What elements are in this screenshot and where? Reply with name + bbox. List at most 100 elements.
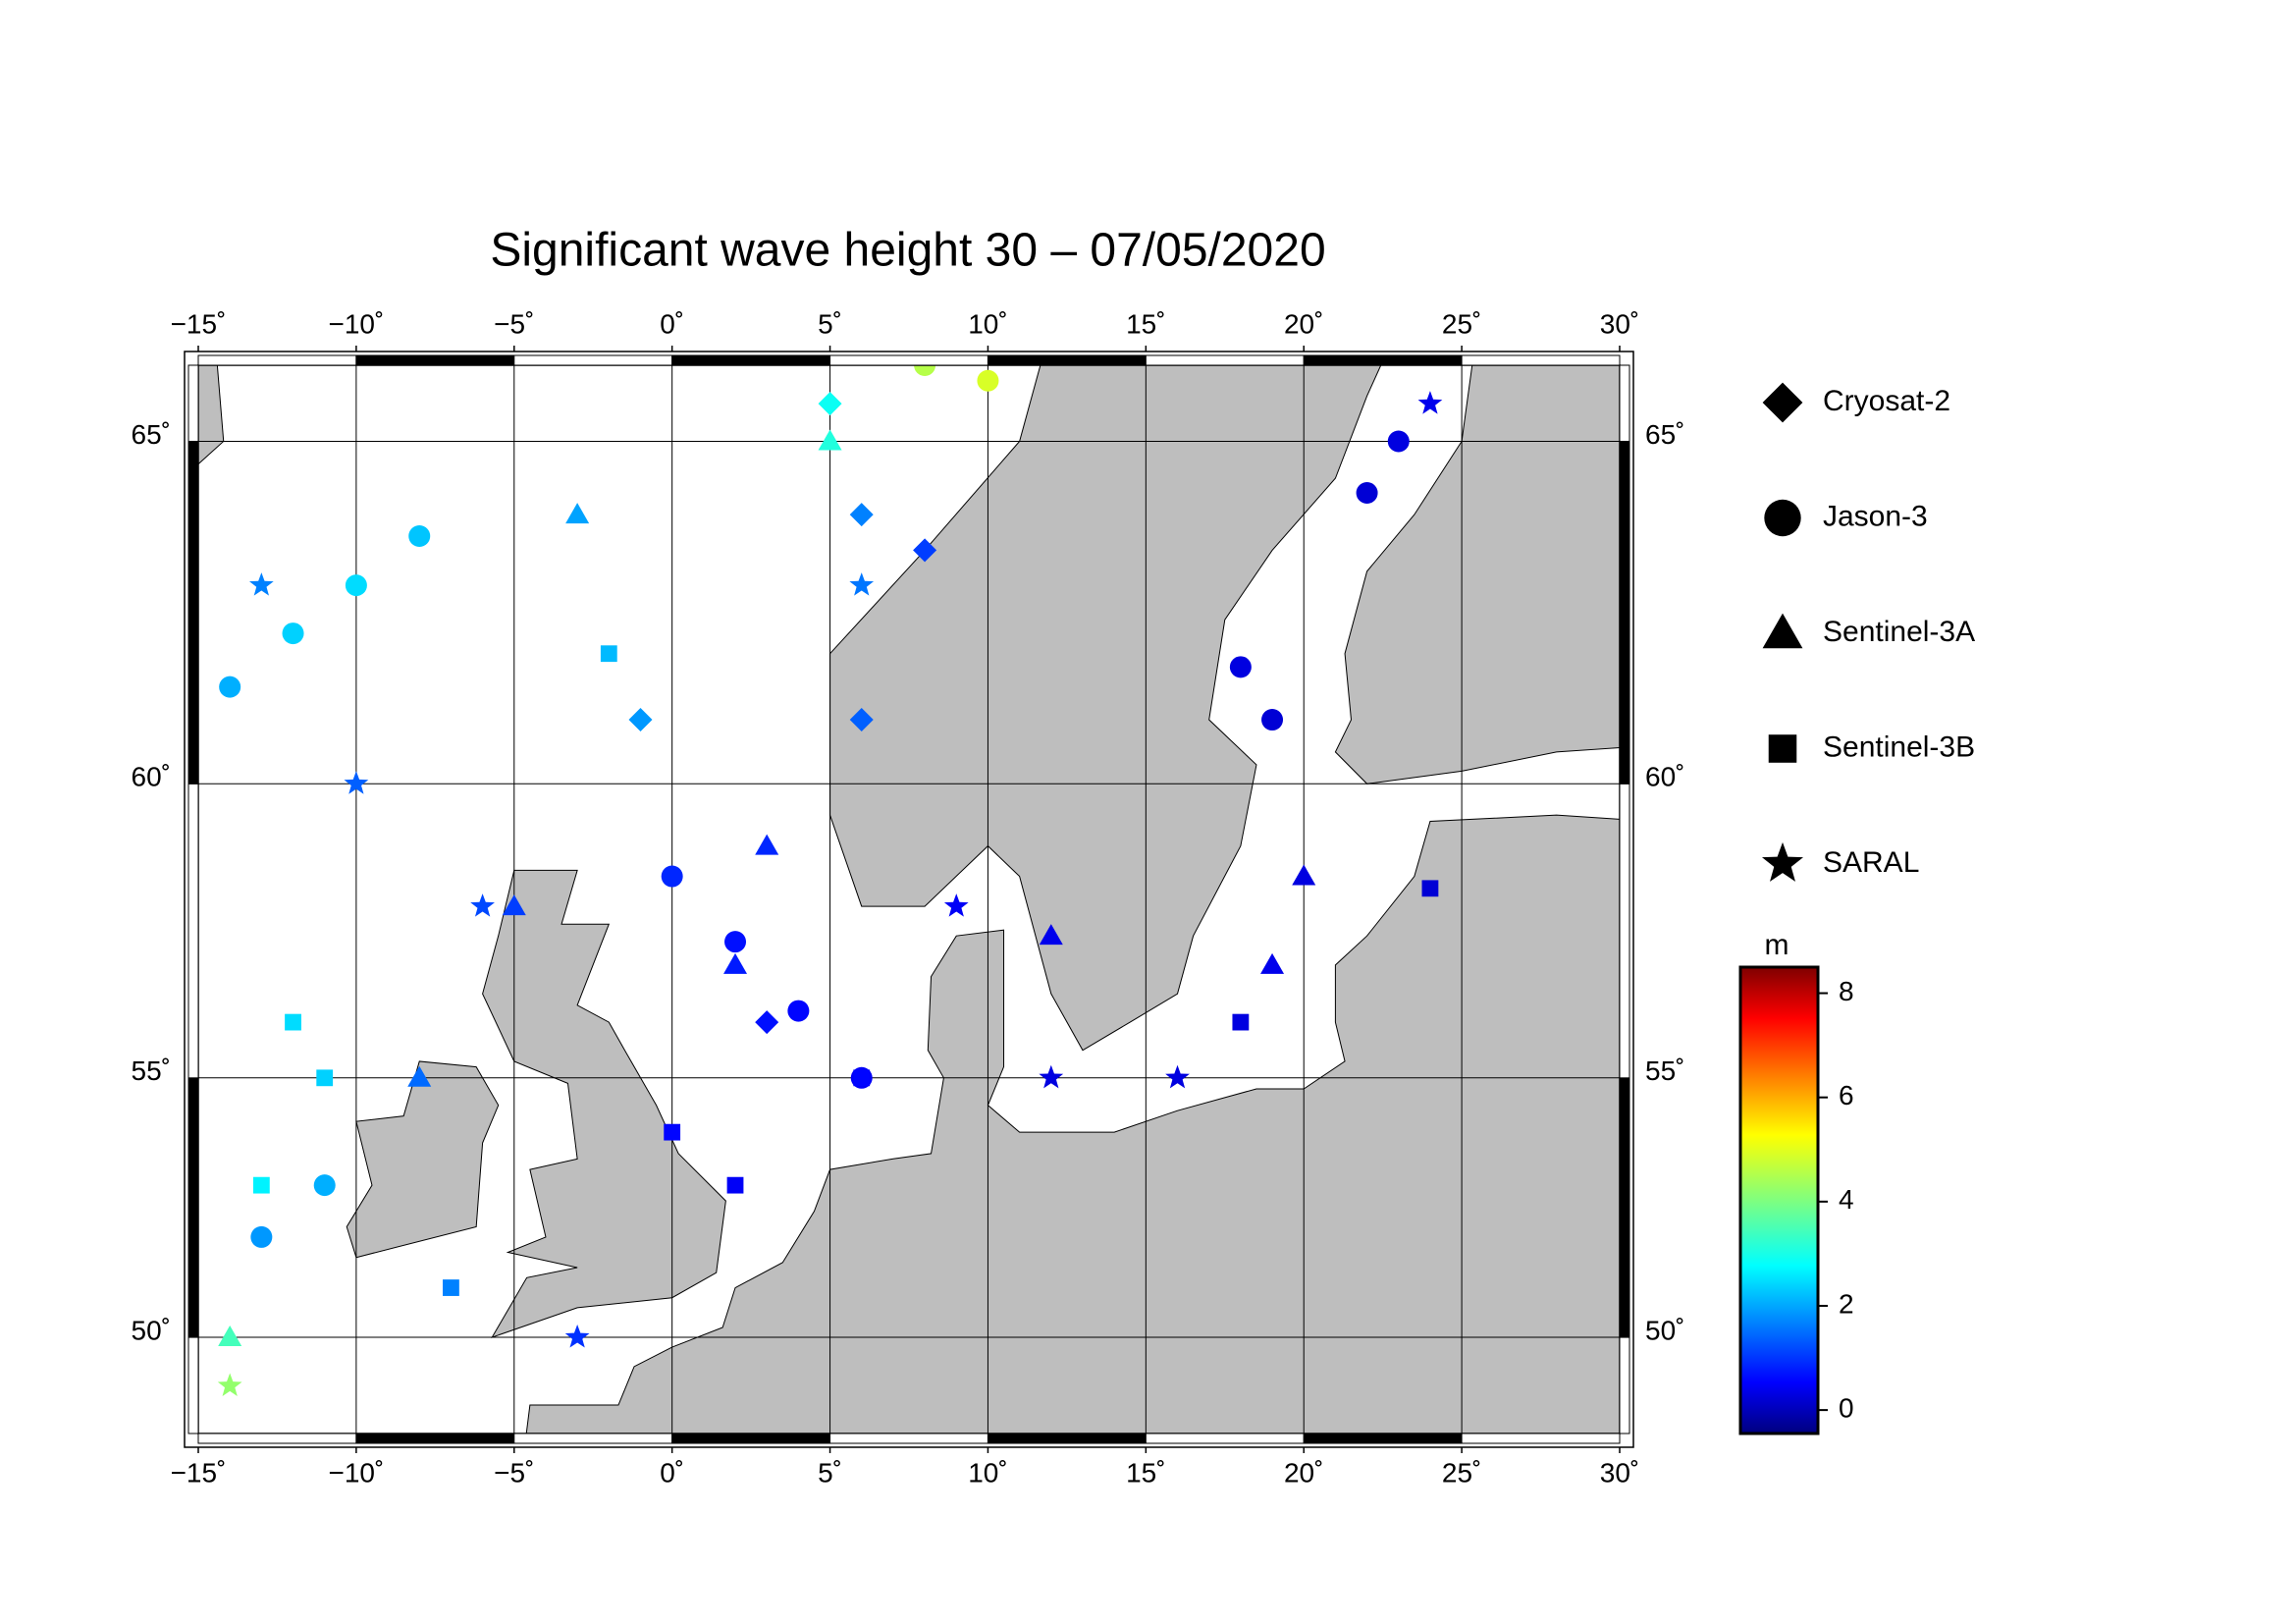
data-point — [724, 931, 747, 953]
data-point — [250, 1225, 273, 1248]
y-tick-label: 55˚ — [132, 1055, 171, 1086]
x-tick-label: −5˚ — [494, 308, 534, 339]
x-tick-label: −15˚ — [171, 1457, 227, 1488]
data-point — [564, 1325, 590, 1348]
frame-bar — [1619, 364, 1630, 442]
data-point — [1232, 1013, 1250, 1031]
chart-title: Significant wave height 30 – 07/05/2020 — [490, 225, 1325, 277]
data-point — [849, 708, 874, 732]
frame-border — [184, 351, 1634, 1448]
frame-bar — [1619, 1077, 1630, 1338]
x-tick-label: 10˚ — [968, 1457, 1007, 1488]
data-point — [565, 503, 590, 524]
land — [346, 1060, 500, 1259]
legend-label: Sentinel-3B — [1823, 730, 1975, 763]
data-point — [502, 894, 526, 916]
frame-bar — [187, 440, 199, 784]
x-tick-label: −10˚ — [328, 308, 384, 339]
x-tick-label: 0˚ — [660, 308, 684, 339]
marker — [1768, 734, 1797, 763]
data-point — [1165, 1064, 1190, 1089]
data-point — [853, 1069, 871, 1087]
frame-bar — [355, 1433, 515, 1444]
marker — [1762, 613, 1803, 649]
frame-bar — [197, 354, 357, 366]
x-tick-label: 25˚ — [1442, 308, 1481, 339]
data-point — [217, 1373, 242, 1397]
colorbar-tick-label: 2 — [1839, 1288, 1854, 1319]
y-tick-label: 55˚ — [1645, 1055, 1684, 1086]
data-point — [252, 1176, 270, 1194]
y-tick-label: 65˚ — [1645, 419, 1684, 450]
data-point — [470, 893, 495, 917]
legend-label: SARAL — [1823, 846, 1919, 879]
x-tick-label: 0˚ — [660, 1457, 684, 1488]
frame-bar — [1145, 1433, 1305, 1444]
legend: Cryosat-2 Jason-3 Sentinel-3A Sentinel-3B SA… — [1761, 382, 1975, 882]
data-point — [407, 1065, 432, 1087]
frame-bar — [987, 354, 1147, 366]
y-tick-label: 60˚ — [1645, 762, 1684, 792]
data-point — [849, 572, 875, 596]
frame-bar — [355, 354, 515, 366]
legend-label: Cryosat-2 — [1823, 385, 1950, 417]
data-point — [1292, 864, 1316, 886]
data-point — [755, 834, 779, 855]
data-point — [248, 572, 274, 596]
data-point — [913, 538, 937, 563]
data-point — [408, 524, 431, 547]
data-point — [219, 676, 241, 698]
frame-bar — [1619, 440, 1630, 784]
colorbar-label: m — [1765, 929, 1789, 961]
data-point — [787, 1000, 810, 1022]
x-tick-label: 20˚ — [1284, 1457, 1323, 1488]
y-tick-label: 60˚ — [132, 762, 171, 792]
data-point — [600, 645, 617, 663]
data-point — [218, 1325, 242, 1347]
frame-bar — [829, 354, 988, 366]
data-point — [443, 1279, 459, 1296]
y-tick-label: 50˚ — [1645, 1315, 1684, 1345]
frame-bar — [987, 1433, 1147, 1444]
data-point — [344, 771, 369, 794]
x-tick-label: 25˚ — [1442, 1457, 1481, 1488]
x-tick-label: 30˚ — [1600, 308, 1639, 339]
data-point — [313, 1174, 336, 1197]
frame-bar — [671, 1433, 831, 1444]
x-tick-label: 15˚ — [1126, 1457, 1165, 1488]
colorbar-tick-label: 6 — [1839, 1080, 1854, 1110]
frame: −15˚ −15˚ −10˚ −10˚ −5˚ −5˚ 0˚ 0˚ 5˚ 5˚ 10˚ 10˚ 15˚ 1… — [132, 308, 1685, 1488]
data-point — [1421, 880, 1439, 897]
data-point — [1417, 391, 1443, 414]
data-point — [285, 1013, 301, 1031]
frame-bar — [1303, 1433, 1463, 1444]
x-tick-label: −10˚ — [328, 1457, 384, 1488]
data-point — [661, 865, 683, 888]
land — [525, 814, 1620, 1434]
x-tick-label: 15˚ — [1126, 308, 1165, 339]
frame-bar — [187, 1336, 199, 1434]
frame-bar — [197, 1433, 357, 1444]
legend-label: Jason-3 — [1823, 500, 1928, 532]
data-point — [723, 952, 748, 974]
frame-bar — [187, 364, 199, 442]
data-point — [755, 1010, 779, 1035]
frame-bar — [1303, 354, 1463, 366]
land — [482, 869, 726, 1338]
data-point — [345, 574, 367, 597]
colorbar — [1738, 965, 1820, 1435]
frame-bar — [671, 354, 831, 366]
data-point — [664, 1123, 681, 1141]
data-point — [1261, 709, 1284, 731]
frame-bar — [187, 783, 199, 1079]
data-point — [282, 622, 304, 645]
data-point — [1387, 430, 1410, 453]
frame-bar — [513, 1433, 673, 1444]
y-tick-label: 65˚ — [132, 419, 171, 450]
land — [198, 365, 225, 465]
data-point — [1260, 952, 1285, 974]
x-tick-label: 30˚ — [1600, 1457, 1639, 1488]
frame-bar — [1461, 354, 1621, 366]
data-point — [1039, 1064, 1064, 1089]
